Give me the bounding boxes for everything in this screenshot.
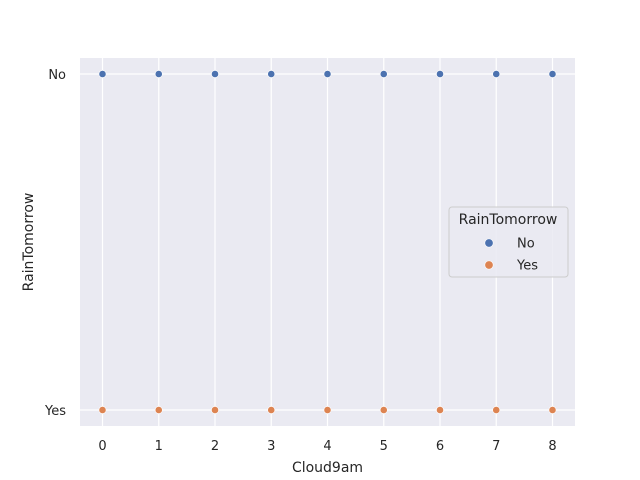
data-point-yes [98, 406, 107, 414]
legend-title: RainTomorrow [459, 212, 558, 228]
data-point-yes [548, 406, 557, 414]
x-tick-labels: 0 1 2 3 4 5 6 7 8 [98, 439, 556, 454]
data-point-no [548, 70, 557, 78]
x-axis-label: Cloud9am [292, 460, 363, 476]
data-points [98, 70, 557, 414]
data-point-yes [492, 406, 501, 414]
data-point-no [436, 70, 444, 78]
data-point-no [98, 70, 107, 78]
data-point-yes [436, 406, 444, 414]
data-point-yes [267, 406, 276, 414]
data-point-no [323, 70, 332, 78]
legend: RainTomorrow No Yes [448, 206, 569, 278]
x-tick-label: 6 [436, 439, 444, 454]
data-point-yes [211, 406, 219, 414]
y-axis-label: RainTomorrow [21, 193, 37, 292]
x-tick-label: 8 [548, 439, 556, 454]
x-tick-label: 3 [267, 439, 275, 454]
x-tick-label: 4 [323, 439, 331, 454]
y-tick-labels: No Yes [44, 68, 66, 419]
data-point-yes [379, 406, 388, 414]
y-tick-label: No [48, 68, 66, 83]
data-point-no [379, 70, 388, 78]
y-tick-label: Yes [44, 404, 66, 419]
data-point-no [211, 70, 219, 78]
data-point-no [267, 70, 276, 78]
data-point-yes [154, 406, 163, 414]
legend-marker-yes [484, 260, 494, 270]
legend-entries: No Yes [484, 237, 538, 274]
legend-label-yes: Yes [516, 259, 538, 274]
data-point-yes [323, 406, 332, 414]
data-point-no [492, 70, 501, 78]
legend-box [448, 206, 569, 278]
data-point-no [154, 70, 163, 78]
x-tick-label: 5 [380, 439, 388, 454]
x-tick-label: 0 [98, 439, 106, 454]
x-tick-label: 2 [211, 439, 219, 454]
legend-label-no: No [517, 237, 535, 252]
x-tick-label: 7 [492, 439, 500, 454]
legend-marker-no [484, 238, 494, 248]
x-tick-label: 1 [155, 439, 163, 454]
